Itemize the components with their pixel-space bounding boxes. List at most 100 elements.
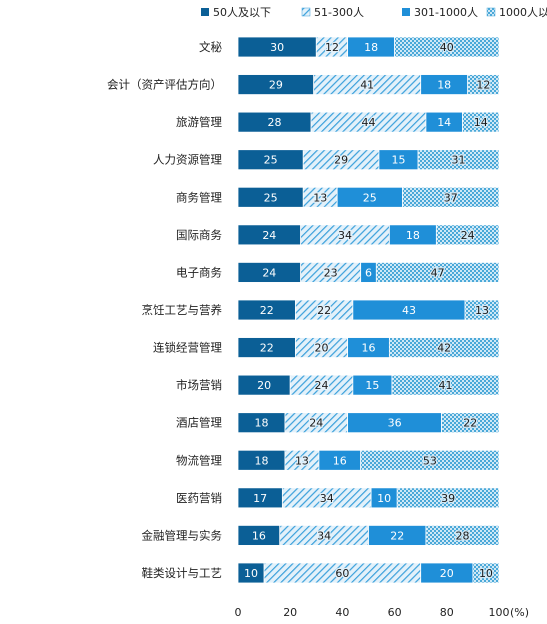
category-label: 市场营销 bbox=[176, 378, 222, 392]
value-label: 20 bbox=[315, 342, 329, 355]
value-label: 37 bbox=[444, 191, 458, 204]
bar-segment bbox=[441, 412, 500, 434]
value-label: 24 bbox=[262, 266, 276, 279]
value-label: 16 bbox=[362, 342, 376, 355]
value-label: 13 bbox=[295, 454, 309, 467]
value-label: 24 bbox=[315, 379, 329, 392]
value-label: 36 bbox=[388, 417, 402, 430]
value-label: 6 bbox=[365, 266, 372, 279]
x-axis: 0 20 40 60 80 100 (%) bbox=[235, 606, 530, 619]
bars: 30 12 18 40 29 41 18 12 28 44 14 14 25 29 15 31 25 13 25 37… bbox=[237, 36, 500, 584]
value-label: 10 bbox=[244, 567, 258, 580]
value-label: 22 bbox=[463, 417, 477, 430]
value-label: 41 bbox=[360, 79, 374, 92]
value-label: 10 bbox=[479, 567, 493, 580]
value-label: 34 bbox=[317, 529, 331, 542]
value-label: 24 bbox=[461, 229, 475, 242]
value-label: 34 bbox=[338, 229, 352, 242]
bar-segment bbox=[402, 186, 500, 208]
value-label: 18 bbox=[364, 41, 378, 54]
x-tick-label: 60 bbox=[388, 606, 402, 619]
legend-swatch-1 bbox=[301, 7, 311, 17]
category-label: 国际商务 bbox=[176, 228, 222, 242]
value-label: 18 bbox=[437, 79, 451, 92]
bar-segment bbox=[467, 74, 500, 95]
category-label: 旅游管理 bbox=[176, 115, 222, 129]
value-label: 18 bbox=[254, 417, 268, 430]
value-label: 22 bbox=[260, 304, 274, 317]
value-label: 20 bbox=[440, 567, 454, 580]
bar-segment bbox=[425, 525, 500, 546]
category-label: 人力资源管理 bbox=[153, 153, 222, 167]
bar-segment bbox=[417, 149, 500, 171]
value-label: 25 bbox=[264, 154, 278, 167]
value-label: 15 bbox=[365, 379, 379, 392]
value-label: 53 bbox=[423, 454, 437, 467]
value-label: 39 bbox=[441, 492, 455, 505]
category-label: 文秘 bbox=[199, 40, 222, 54]
value-label: 14 bbox=[437, 116, 451, 129]
bar-segment bbox=[396, 487, 500, 509]
value-label: 60 bbox=[335, 567, 349, 580]
category-label: 商务管理 bbox=[176, 190, 222, 204]
bar-segment bbox=[388, 337, 500, 358]
category-label: 酒店管理 bbox=[176, 416, 222, 430]
legend-label-0: 50人及以下 bbox=[213, 6, 271, 19]
value-label: 24 bbox=[262, 229, 276, 242]
x-tick-label: 40 bbox=[335, 606, 349, 619]
bar-segment bbox=[464, 299, 500, 321]
bar-segment bbox=[472, 562, 500, 584]
bar-segment bbox=[391, 374, 500, 396]
value-label: 17 bbox=[253, 492, 267, 505]
value-label: 23 bbox=[324, 266, 338, 279]
value-label: 47 bbox=[431, 266, 445, 279]
legend: 50人及以下 51-300人 301-1000人 1000人以上 bbox=[201, 6, 547, 19]
value-label: 31 bbox=[452, 154, 466, 167]
bar-segment bbox=[435, 224, 500, 246]
value-label: 20 bbox=[257, 379, 271, 392]
x-tick-label: 80 bbox=[440, 606, 454, 619]
x-tick-label: 100 bbox=[489, 606, 510, 619]
value-label: 29 bbox=[269, 79, 283, 92]
value-label: 28 bbox=[455, 529, 469, 542]
category-label: 物流管理 bbox=[176, 453, 222, 467]
value-label: 13 bbox=[313, 191, 327, 204]
category-label: 电子商务 bbox=[176, 265, 222, 279]
value-label: 40 bbox=[440, 41, 454, 54]
legend-swatch-2 bbox=[402, 8, 410, 16]
value-label: 34 bbox=[320, 492, 334, 505]
value-label: 16 bbox=[333, 454, 347, 467]
value-label: 25 bbox=[363, 191, 377, 204]
category-label: 金融管理与实务 bbox=[142, 528, 223, 542]
legend-label-3: 1000人以上 bbox=[499, 6, 547, 19]
category-label: 医药营销 bbox=[176, 491, 222, 505]
value-label: 30 bbox=[270, 41, 284, 54]
value-label: 22 bbox=[390, 529, 404, 542]
legend-swatch-0 bbox=[201, 8, 209, 16]
value-label: 18 bbox=[406, 229, 420, 242]
value-label: 28 bbox=[268, 116, 282, 129]
value-label: 10 bbox=[377, 492, 391, 505]
value-label: 22 bbox=[260, 342, 274, 355]
value-label: 24 bbox=[309, 417, 323, 430]
x-tick-label: 20 bbox=[283, 606, 297, 619]
value-label: 44 bbox=[362, 116, 376, 129]
legend-label-1: 51-300人 bbox=[314, 6, 364, 19]
value-label: 22 bbox=[317, 304, 331, 317]
bar-segment bbox=[360, 449, 500, 471]
value-label: 18 bbox=[254, 454, 268, 467]
value-label: 25 bbox=[264, 191, 278, 204]
value-label: 29 bbox=[334, 154, 348, 167]
bar-segment bbox=[462, 111, 500, 133]
value-label: 13 bbox=[475, 304, 489, 317]
category-label: 鞋类设计与工艺 bbox=[142, 566, 223, 580]
category-label: 烹饪工艺与营养 bbox=[142, 303, 223, 317]
value-label: 42 bbox=[437, 342, 451, 355]
x-tick-label: 0 bbox=[235, 606, 242, 619]
bar-segment bbox=[394, 36, 500, 58]
value-label: 14 bbox=[474, 116, 488, 129]
category-label: 连锁经营管理 bbox=[153, 341, 222, 355]
value-label: 12 bbox=[476, 79, 490, 92]
legend-swatch-3 bbox=[486, 7, 496, 17]
